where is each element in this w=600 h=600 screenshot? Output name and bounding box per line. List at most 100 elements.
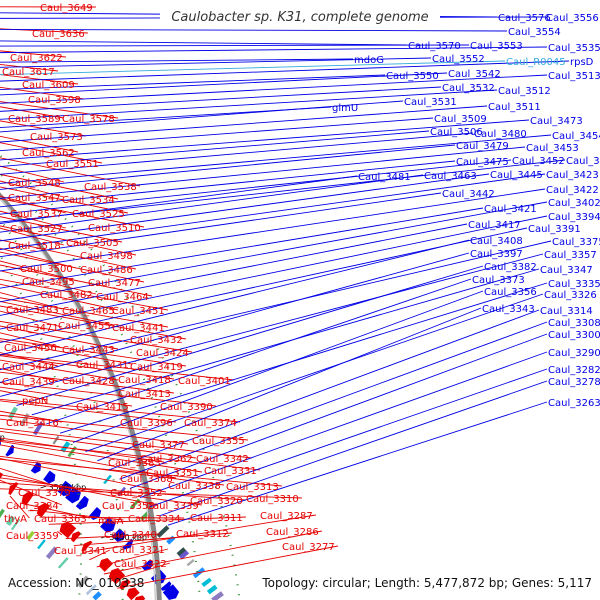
gene-label-right: Caul_3531	[404, 97, 457, 108]
leader-line-left	[0, 260, 79, 282]
gene-label-left: Caul_3418	[118, 375, 171, 386]
gene-label-right: Caul_3433	[566, 156, 600, 167]
leader-line-right	[0, 134, 552, 184]
feature-bar	[37, 539, 46, 550]
leader-line-left	[65, 533, 160, 539]
gene-label-right: Caul_3373	[472, 275, 525, 286]
leader-line-right	[0, 86, 442, 112]
gene-label-left: Caul_3636	[32, 29, 85, 40]
leader-line-left	[0, 400, 176, 423]
leader-line-right	[0, 105, 488, 143]
forward-strand-gene	[75, 495, 89, 510]
leader-line-right	[0, 239, 470, 356]
feature-bar	[6, 515, 16, 526]
gene-label-left: Caul_3358	[102, 501, 155, 512]
gene-label-right: Caul_3308	[548, 318, 600, 329]
kbp-tick-mark	[40, 485, 47, 489]
leader-line-left	[0, 101, 118, 119]
gene-label-right: Caul_3282	[548, 365, 600, 376]
leader-line-right	[0, 144, 456, 190]
gene-label-left: Caul_3551	[46, 159, 99, 170]
reverse-strand-gene	[81, 540, 93, 553]
gene-label-left: Caul_3374	[184, 418, 237, 429]
gene-label-left: Caul_3363	[34, 514, 87, 525]
gene-label-left: Caul_3589	[8, 114, 61, 125]
leader-line-left	[110, 562, 171, 582]
leader-line-right	[0, 173, 546, 250]
leader-line-right	[85, 293, 544, 453]
feature-bar	[186, 559, 195, 567]
leader-line-left	[0, 305, 186, 340]
leader-line-left	[89, 549, 111, 561]
gene-label-left: Caul_3622	[10, 53, 63, 64]
leader-line-right	[59, 282, 548, 434]
kbp-tick-label: 3550 kbp	[0, 433, 5, 442]
leader-line-left	[0, 247, 77, 269]
gene-label-left: Caul_3311	[190, 513, 243, 524]
gene-label-right: Caul_3347	[540, 265, 593, 276]
gene-label-right: Caul_3554	[508, 27, 561, 38]
leader-line-left	[0, 353, 234, 381]
gene-label-right: Caul_3479	[456, 141, 509, 152]
map-title: Caulobacter sp. K31, complete genome	[171, 10, 428, 25]
gene-label-left: Caul_3451	[112, 306, 165, 317]
feature-bar	[32, 421, 44, 436]
gene-label-right: mdoG	[354, 55, 384, 66]
gene-label-left: Caul_3355	[192, 436, 245, 447]
forward-strand-gene	[5, 444, 15, 457]
gene-label-right: Caul_3314	[540, 306, 593, 317]
leader-line-right	[0, 60, 506, 76]
gene-label-right: Caul_3550	[386, 71, 439, 82]
gene-label-right: Caul_3506	[430, 127, 483, 138]
gene-label-right: Caul_3576	[498, 13, 551, 24]
gene-label-left: Caul_3334	[128, 514, 181, 525]
leader-line-right	[0, 130, 430, 168]
gene-label-right: Caul_3326	[544, 290, 597, 301]
feature-bar	[103, 474, 112, 485]
feature-bar	[211, 591, 224, 600]
gene-label-left: Caul_3525	[72, 209, 125, 220]
leader-line-right	[72, 290, 484, 443]
gene-label-right: Caul_3397	[470, 249, 523, 260]
gene-label-right: Caul_3423	[546, 170, 599, 181]
gene-label-left: Caul_3287	[260, 511, 313, 522]
gene-label-left: Caul_3598	[28, 95, 81, 106]
forward-strand-gene	[100, 517, 116, 533]
leader-line-left	[0, 418, 188, 445]
gene-label-right: Caul_3300	[548, 330, 600, 341]
leader-line-right	[16, 265, 484, 407]
gene-label-right: Caul_3454	[552, 131, 600, 142]
leader-line-left	[0, 371, 174, 394]
leader-line-left	[0, 477, 202, 506]
gene-label-left: Caul_3486	[80, 265, 133, 276]
gene-label-left: thyA	[4, 514, 27, 525]
leader-line-right	[139, 351, 548, 499]
gene-label-right: Caul_3290	[548, 348, 600, 359]
leader-line-right	[0, 173, 490, 242]
reverse-strand-gene	[59, 521, 77, 539]
leader-line-left	[9, 495, 30, 519]
gene-label-left: Caul_3578	[62, 114, 115, 125]
leader-line-left	[0, 300, 114, 326]
gene-label-left: Caul_3464	[96, 292, 149, 303]
gene-label-right: Caul_3480	[474, 129, 527, 140]
reverse-strand-gene	[21, 491, 34, 506]
leader-line-right	[0, 132, 474, 175]
gene-label-left: Caul_3341	[54, 546, 107, 557]
leader-line-right	[0, 58, 354, 63]
gene-label-left: Caul_3416	[6, 418, 59, 429]
gene-label-right: Caul_3421	[484, 204, 537, 215]
leader-line-left	[0, 157, 140, 187]
gene-label-right: Caul_3391	[528, 224, 581, 235]
gene-label-left: Caul_3384	[6, 501, 59, 512]
reverse-strand-gene	[8, 482, 19, 496]
gene-label-left: Caul_3456	[4, 343, 57, 354]
forward-strand-gene	[162, 584, 180, 600]
gene-label-left: Caul_3428	[62, 376, 115, 387]
gene-label-left: Caul_3527	[10, 224, 63, 235]
gene-label-left: Caul_3383	[108, 458, 161, 469]
gene-label-left: Caul_3495	[22, 277, 75, 288]
gene-label-right: Caul_3417	[468, 220, 521, 231]
leader-line-left	[39, 516, 184, 519]
gene-label-right: Caul_3402	[548, 198, 600, 209]
